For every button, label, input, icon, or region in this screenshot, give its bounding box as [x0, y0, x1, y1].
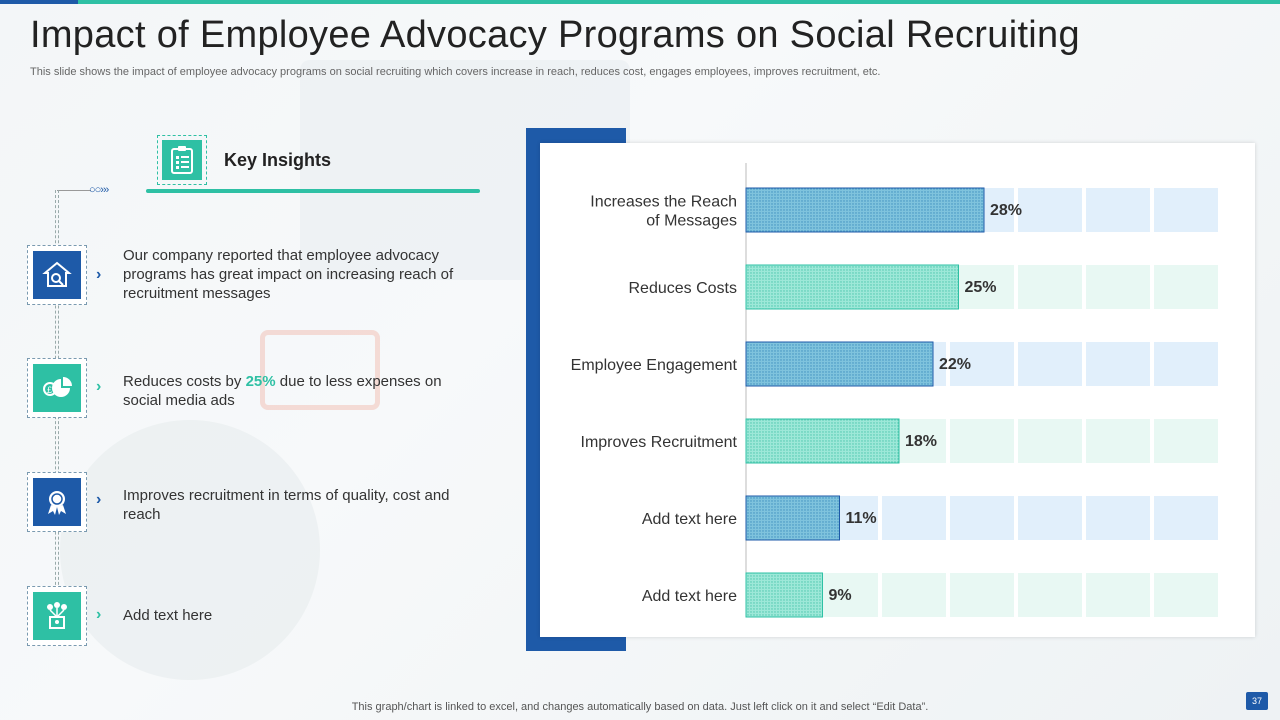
key-insights-icon-frame: [157, 135, 207, 185]
bar: [745, 495, 840, 541]
bar: [745, 572, 823, 618]
key-insights-underline: [146, 189, 480, 193]
bar-track-segment: [1018, 188, 1082, 232]
category-label: Improves Recruitment: [581, 434, 738, 451]
chart-panel: 28% Increases the Reach of Messages 25% Redu…: [540, 143, 1255, 637]
timeline-connector: [57, 190, 91, 191]
bar-chart[interactable]: 28% Increases the Reach of Messages 25% Redu…: [540, 143, 1255, 637]
bar-track-segment: [1086, 342, 1150, 386]
category-label: Add text here: [642, 588, 737, 605]
bar-track-segment: [1154, 265, 1218, 309]
bar-track-segment: [1018, 573, 1082, 617]
timeline-connector-icon: ○○›››: [89, 184, 109, 196]
bar-value-label: 9%: [829, 587, 852, 604]
bar: [745, 187, 985, 233]
bar: [745, 341, 934, 387]
svg-text:£: £: [47, 385, 52, 395]
bar-track-segment: [1086, 188, 1150, 232]
bar-track-segment: [950, 265, 1014, 309]
bar-track-segment: [1086, 265, 1150, 309]
insight-text: Our company reported that employee advoc…: [123, 247, 454, 302]
bar-value-label: 22%: [939, 356, 971, 373]
bar-track-segment: [1018, 419, 1082, 463]
category-label: Reduces Costs: [629, 280, 738, 297]
page-number: 37: [1246, 692, 1268, 710]
bar-track-segment: [1018, 342, 1082, 386]
bar: [745, 264, 959, 310]
page-title: Impact of Employee Advocacy Programs on …: [30, 14, 1080, 56]
insight-icon-frame: [27, 586, 87, 646]
insight-icon-frame: [27, 472, 87, 532]
bar-track-segment: [1086, 496, 1150, 540]
bar-track-segment: [1154, 419, 1218, 463]
background-decoration: [60, 420, 320, 680]
bar-track-segment: [1086, 573, 1150, 617]
insight-text: Add text here: [123, 607, 213, 624]
bar-track-segment: [1154, 573, 1218, 617]
bar-track-segment: [1154, 342, 1218, 386]
footer-note: This graph/chart is linked to excel, and…: [351, 701, 929, 713]
bar-track-segment: [882, 496, 946, 540]
megaphone-search-icon: [33, 251, 81, 299]
key-insights-title: Key Insights: [224, 150, 332, 170]
bar-track-segment: [1154, 496, 1218, 540]
recruitment-network-icon: [33, 592, 81, 640]
page-subtitle: This slide shows the impact of employee …: [30, 66, 881, 78]
cost-pie-chart-icon: £: [33, 364, 81, 412]
bar-track-segment: [1154, 188, 1218, 232]
bar-track-segment: [1018, 265, 1082, 309]
insight-text: Reduces costs by 25% due to less expense…: [123, 373, 442, 409]
category-label: Employee Engagement: [571, 357, 738, 374]
top-accent-bar-dark: [0, 0, 78, 4]
chevron-right-icon: ›: [96, 378, 102, 395]
bar-track-segment: [814, 573, 878, 617]
bar-value-label: 25%: [965, 279, 997, 296]
category-label: Increases the Reach of Messages: [590, 194, 737, 230]
insight-icon-frame: [27, 245, 87, 305]
award-badge-icon: [33, 478, 81, 526]
bar-value-label: 18%: [905, 433, 937, 450]
bar-track-segment: [950, 496, 1014, 540]
bar-track-segment: [950, 342, 1014, 386]
insight-text: Improves recruitment in terms of quality…: [123, 487, 450, 523]
chevron-right-icon: ›: [96, 266, 102, 283]
insight-icon-frame: £: [27, 358, 87, 418]
highlight-value: 25%: [245, 373, 276, 390]
clipboard-icon: [162, 140, 202, 180]
bar-track-segment: [950, 573, 1014, 617]
top-accent-bar: [0, 0, 1280, 4]
bar-value-label: 28%: [990, 202, 1022, 219]
category-label: Add text here: [642, 511, 737, 528]
chevron-right-icon: ›: [96, 491, 102, 508]
bar: [745, 418, 900, 464]
bar-track-segment: [882, 573, 946, 617]
bar-track-segment: [1086, 419, 1150, 463]
bar-track-segment: [950, 419, 1014, 463]
bar-track-segment: [1018, 496, 1082, 540]
bar-value-label: 11%: [846, 510, 877, 527]
chevron-right-icon: ›: [96, 606, 102, 623]
background-decoration: [260, 330, 380, 410]
